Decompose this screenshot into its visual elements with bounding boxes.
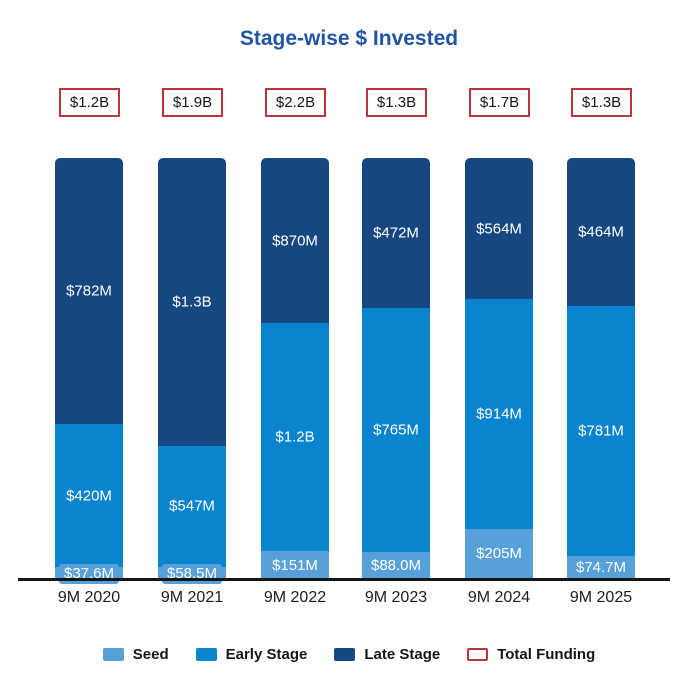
x-axis-line [18, 578, 670, 581]
segment-value-label: $74.7M [570, 558, 632, 579]
legend-item-seed: Seed [102, 646, 169, 663]
x-axis-tick-label: 9M 2021 [160, 589, 224, 606]
segment-early-stage: $420M [55, 424, 123, 568]
bar-column: $464M $781M $74.7M [567, 158, 635, 580]
segment-late-stage: $782M [55, 158, 123, 425]
late-stage-swatch-icon [334, 648, 356, 661]
segment-seed: $151M [261, 551, 329, 580]
segment-value-label: $464M [578, 223, 624, 241]
chart-title: Stage-wise $ Invested [239, 27, 459, 50]
segment-value-label: $88.0M [365, 555, 427, 576]
total-funding-box: $2.2B [265, 88, 326, 117]
segment-early-stage: $547M [158, 445, 226, 568]
segment-early-stage: $765M [362, 308, 430, 552]
segment-late-stage: $464M [567, 158, 635, 307]
legend-item-early-stage: Early Stage [195, 646, 308, 663]
total-funding-box: $1.7B [469, 88, 530, 117]
total-funding-box: $1.3B [571, 88, 632, 117]
total-funding-box: $1.2B [59, 88, 120, 117]
x-axis-tick-label: 9M 2023 [364, 589, 428, 606]
segment-value-label: $547M [169, 497, 215, 515]
segment-value-label: $870M [272, 232, 318, 250]
segment-early-stage: $914M [465, 299, 533, 529]
legend-item-total-funding: Total Funding [467, 646, 595, 663]
segment-value-label: $472M [373, 224, 419, 242]
x-axis-tick-label: 9M 2024 [467, 589, 531, 606]
segment-value-label: $1.2B [275, 428, 315, 446]
bar-column: $870M $1.2B $151M [261, 158, 329, 580]
segment-late-stage: $1.3B [158, 158, 226, 446]
bar-column: $1.3B $547M $58.5M [158, 158, 226, 584]
segment-early-stage: $1.2B [261, 323, 329, 552]
total-funding-box: $1.3B [366, 88, 427, 117]
seed-swatch-icon [102, 648, 124, 661]
segment-late-stage: $870M [261, 158, 329, 324]
segment-seed: $74.7M [567, 556, 635, 580]
segment-value-label: $420M [66, 487, 112, 505]
early-stage-swatch-icon [195, 648, 217, 661]
bar-column: $564M $914M $205M [465, 158, 533, 580]
total-funding-swatch-icon [467, 648, 489, 661]
segment-early-stage: $781M [567, 306, 635, 557]
segment-value-label: $914M [476, 405, 522, 423]
legend-item-label: Total Funding [497, 646, 596, 663]
legend-item-label: Late Stage [364, 646, 441, 663]
legend-item-late-stage: Late Stage [334, 646, 440, 663]
segment-late-stage: $472M [362, 158, 430, 309]
legend: Seed Early Stage Late Stage Total Fundin… [0, 646, 698, 663]
x-axis-tick-label: 9M 2020 [57, 589, 121, 606]
segment-seed: $88.0M [362, 551, 430, 580]
segment-value-label: $1.3B [172, 293, 212, 311]
segment-value-label: $781M [578, 422, 624, 440]
segment-value-label: $765M [373, 421, 419, 439]
bar-column: $782M $420M $37.6M [55, 158, 123, 584]
segment-value-label: $782M [66, 282, 112, 300]
segment-late-stage: $564M [465, 158, 533, 300]
segment-value-label: $151M [267, 555, 323, 576]
x-axis-tick-label: 9M 2025 [569, 589, 633, 606]
total-funding-box: $1.9B [162, 88, 223, 117]
legend-item-label: Early Stage [225, 646, 308, 663]
bar-column: $472M $765M $88.0M [362, 158, 430, 580]
segment-seed: $205M [465, 528, 533, 580]
x-axis-tick-label: 9M 2022 [263, 589, 327, 606]
legend-item-label: Seed [132, 646, 169, 663]
segment-value-label: $564M [476, 220, 522, 238]
segment-value-label: $205M [471, 544, 527, 565]
